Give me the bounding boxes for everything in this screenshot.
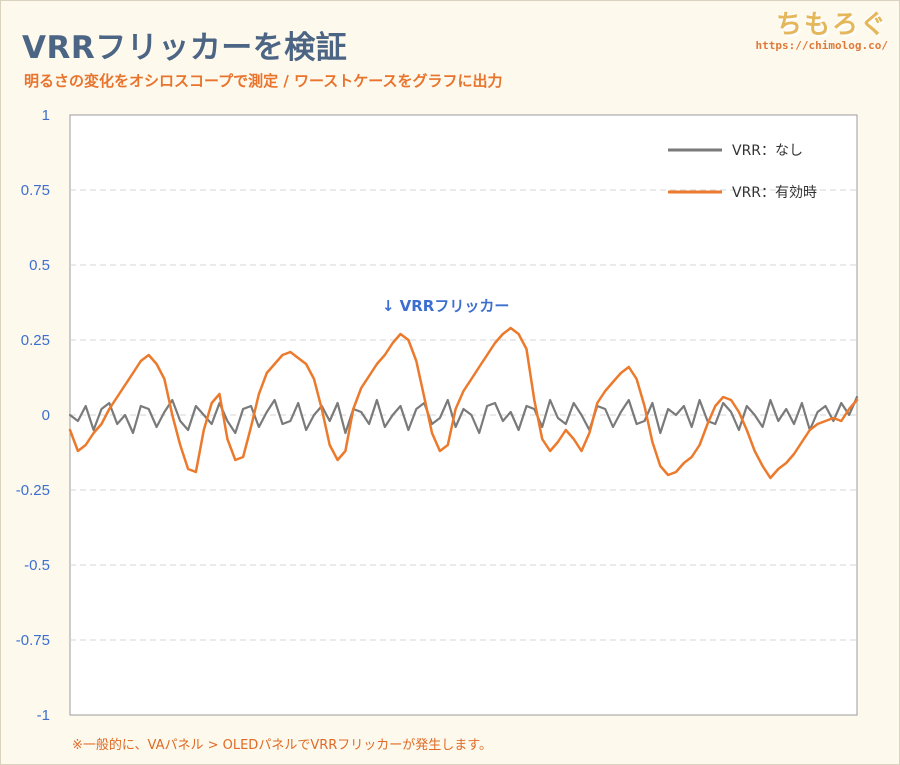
annotation-label: ↓ VRRフリッカー (382, 297, 510, 315)
legend: VRR：なし VRR：有効時 (668, 143, 817, 201)
y-tick-label: -0.25 (16, 482, 50, 499)
y-tick-label: -1 (37, 707, 50, 724)
y-tick-label: 0.25 (21, 332, 50, 349)
y-tick-labels: 1 0.75 0.5 0.25 0 -0.25 -0.5 -0.75 -1 (16, 107, 50, 724)
y-tick-label: -0.5 (24, 557, 50, 574)
chart-title: VRRフリッカーを検証 (22, 30, 348, 66)
chart-subtitle: 明るさの変化をオシロスコープで測定 / ワーストケースをグラフに出力 (24, 72, 503, 90)
series-line-0 (68, 395, 859, 435)
brand-url: https://chimolog.co/ (755, 39, 888, 52)
y-tick-label: 0.5 (29, 257, 50, 274)
annotations: ↓ VRRフリッカー (382, 297, 510, 315)
y-tick-label: -0.75 (16, 632, 50, 649)
grid-lines (70, 189, 857, 641)
footnote: ※一般的に、VAパネル > OLEDパネルでVRRフリッカーが発生します。 (72, 738, 492, 753)
legend-label-0: VRR：なし (732, 143, 803, 159)
y-tick-label: 0.75 (21, 182, 50, 199)
brand-logo: ちもろぐ (775, 10, 888, 40)
brand: ちもろぐ https://chimolog.co/ (756, 4, 888, 52)
series-line-1 (68, 326, 859, 480)
y-tick-label: 0 (42, 407, 50, 424)
y-tick-label: 1 (42, 107, 50, 124)
legend-label-1: VRR：有効時 (732, 185, 817, 201)
series-lines (68, 326, 859, 480)
